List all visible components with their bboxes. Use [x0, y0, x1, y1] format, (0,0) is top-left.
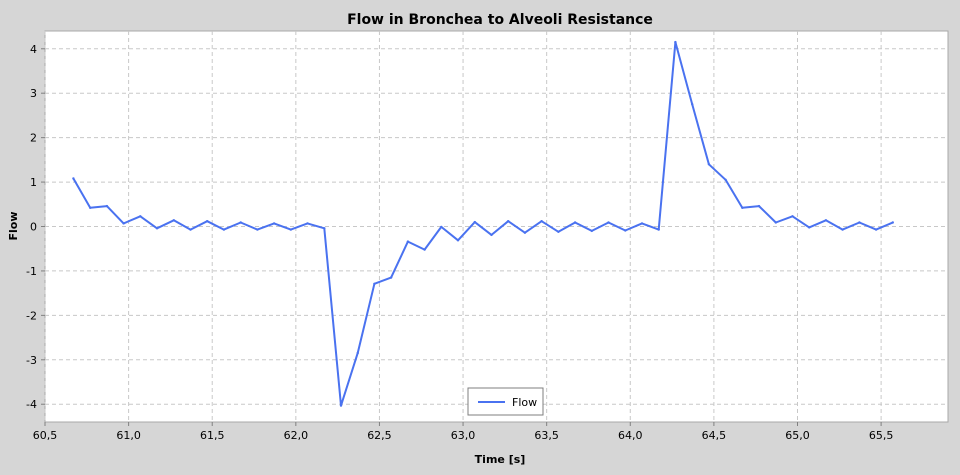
data-point: [323, 227, 326, 230]
data-point: [456, 239, 460, 242]
data-point: [289, 228, 292, 231]
series-layer: [72, 40, 894, 407]
data-point: [189, 228, 192, 231]
data-point: [440, 225, 443, 229]
data-point: [741, 206, 744, 209]
data-point: [507, 220, 510, 223]
data-point: [272, 222, 276, 225]
data-point: [155, 227, 159, 230]
x-axis: 60,5 61,0 61,5 62,0 62,5 63,0 63,5 64,0 64,5 65,0…: [33, 422, 894, 442]
data-point: [222, 228, 226, 231]
data-point: [657, 228, 660, 231]
data-point: [172, 219, 175, 222]
grid-lines: [44, 31, 948, 422]
data-point: [891, 221, 894, 224]
y-tick-label: 2: [30, 132, 37, 145]
data-point: [757, 204, 761, 208]
data-point: [473, 220, 476, 224]
data-point: [540, 220, 543, 223]
data-point: [724, 178, 727, 181]
x-tick-label: 65,0: [785, 429, 810, 442]
data-point: [523, 231, 527, 234]
y-tick-label: -3: [26, 354, 37, 367]
data-point: [356, 351, 359, 355]
data-point: [808, 226, 811, 229]
data-point: [624, 229, 627, 232]
y-tick-label: 0: [30, 221, 37, 234]
data-point: [89, 206, 92, 209]
y-axis: -4 -3 -2 -1 0 1 2 3 4: [26, 43, 45, 411]
data-point: [791, 215, 794, 218]
data-point: [389, 276, 393, 279]
data-point: [306, 222, 309, 225]
data-point: [256, 228, 259, 231]
data-point: [105, 204, 109, 208]
x-tick-label: 63,5: [534, 429, 559, 442]
data-point: [423, 248, 426, 251]
data-point: [674, 40, 677, 44]
data-point: [139, 215, 142, 218]
data-point: [339, 404, 343, 407]
series-line-flow: [72, 41, 894, 407]
data-point: [122, 222, 125, 225]
chart-title: Flow in Bronchea to Alveoli Resistance: [347, 12, 653, 28]
x-tick-label: 62,5: [367, 429, 392, 442]
y-axis-label: Flow: [7, 211, 20, 240]
data-point: [874, 228, 878, 231]
x-tick-label: 62,0: [284, 429, 309, 442]
data-point: [640, 222, 644, 225]
x-tick-label: 64,0: [618, 429, 643, 442]
legend-label-flow: Flow: [512, 396, 537, 409]
data-point: [490, 233, 493, 237]
legend: Flow: [467, 387, 544, 416]
x-tick-label: 61,0: [116, 429, 141, 442]
data-point: [557, 230, 560, 233]
data-point: [206, 220, 209, 223]
x-tick-label: 61,5: [200, 429, 225, 442]
data-point: [406, 240, 410, 243]
data-point: [573, 221, 577, 224]
data-point: [607, 221, 610, 224]
data-point: [824, 219, 828, 222]
y-tick-label: 3: [30, 87, 37, 100]
data-point: [239, 221, 242, 224]
data-point: [858, 221, 861, 224]
y-tick-label: 4: [30, 43, 37, 56]
x-tick-label: 64,5: [702, 429, 727, 442]
data-point: [590, 229, 593, 233]
x-tick-label: 63,0: [451, 429, 476, 442]
x-tick-label: 65,5: [869, 429, 894, 442]
x-tick-label: 60,5: [33, 429, 58, 442]
y-tick-label: -4: [26, 398, 37, 411]
data-point: [841, 228, 844, 231]
y-tick-label: -2: [26, 309, 37, 322]
data-point: [373, 282, 376, 285]
data-point: [707, 163, 711, 166]
data-point: [691, 103, 694, 106]
data-point: [774, 221, 777, 224]
y-tick-label: -1: [26, 265, 37, 278]
data-point: [72, 177, 75, 180]
x-axis-label: Time [s]: [475, 453, 526, 466]
y-tick-label: 1: [30, 176, 37, 189]
